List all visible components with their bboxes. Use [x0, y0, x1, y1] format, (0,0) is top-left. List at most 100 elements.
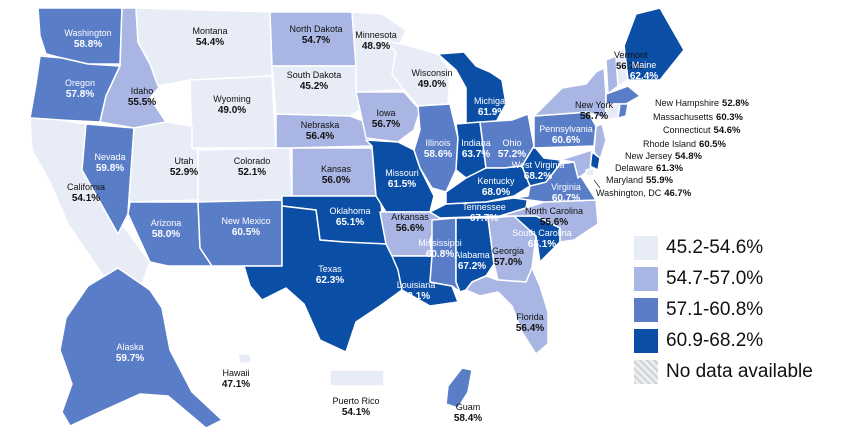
region-label-newjersey: New Jersey 54.8% [625, 151, 703, 162]
region-name: California [67, 182, 105, 192]
region-name: Maine [632, 60, 657, 70]
legend-label: 45.2-54.6% [666, 236, 764, 258]
region-value: 49.0% [418, 79, 446, 90]
region-name: Connecticut [663, 125, 711, 135]
region-value: 52.1% [238, 167, 266, 178]
region-label-kentucky: Kentucky 68.0% [477, 176, 515, 198]
region-name: Wisconsin [411, 68, 452, 78]
region-value: 54.1% [72, 193, 100, 204]
region-label-wisconsin: Wisconsin 49.0% [411, 68, 452, 90]
region-value: 60.5% [232, 227, 260, 238]
legend-item: No data available [634, 356, 846, 387]
legend: 45.2-54.6% 54.7-57.0% 57.1-60.8% 60.9-68.2%… [634, 232, 846, 387]
region-value: 56.4% [306, 131, 334, 142]
region-label-michigan: Michigan 61.9% [474, 96, 510, 118]
region-name: Pennsylvania [539, 124, 593, 134]
region-label-virginia: Virginia 60.7% [551, 182, 581, 204]
legend-item: 57.1-60.8% [634, 294, 846, 325]
region-name: Utah [174, 156, 193, 166]
region-value: 67.2% [458, 261, 486, 272]
region-label-westvirginia: West Virginia 68.2% [512, 160, 565, 182]
legend-item: 60.9-68.2% [634, 325, 846, 356]
region-label-indiana: Indiana 63.7% [461, 138, 491, 160]
region-name: Guam [456, 402, 481, 412]
region-name: Hawaii [222, 368, 249, 378]
region-massachusetts [605, 85, 641, 105]
region-label-oregon: Oregon 57.8% [65, 78, 95, 100]
region-name: Illinois [425, 138, 451, 148]
region-value: 46.7% [664, 188, 691, 199]
region-name: Missouri [385, 168, 419, 178]
region-label-hawaii: Hawaii 47.1% [222, 368, 250, 390]
region-label-ohio: Ohio 57.2% [498, 138, 526, 160]
region-value: 60.8% [426, 249, 454, 260]
region-label-texas: Texas 62.3% [316, 264, 344, 286]
legend-swatch [634, 328, 658, 353]
region-value: 54.7% [302, 35, 330, 46]
region-value: 62.4% [630, 71, 658, 82]
region-label-california: California 54.1% [67, 182, 105, 204]
region-value: 52.9% [170, 167, 198, 178]
region-maryland [559, 149, 593, 179]
region-value: 60.5% [699, 139, 726, 150]
region-name: New Hampshire [655, 98, 719, 108]
region-label-maryland: Maryland 55.9% [606, 175, 674, 186]
region-label-mississippi: Mississippi 60.8% [418, 238, 462, 260]
region-value: 55.5% [128, 97, 156, 108]
region-value: 60.7% [552, 193, 580, 204]
region-value: 67.7% [470, 213, 498, 224]
region-value: 55.6% [540, 217, 568, 228]
region-value: 56.6% [396, 223, 424, 234]
dc-leader-line [593, 179, 601, 189]
region-value: 47.1% [222, 379, 250, 390]
region-rhodeisland [617, 103, 629, 119]
region-value: 52.8% [722, 98, 749, 109]
region-name: Ohio [502, 138, 521, 148]
region-label-washington: Washington 58.8% [64, 28, 111, 50]
region-name: Washington [64, 28, 111, 38]
region-label-kansas: Kansas 56.0% [321, 164, 352, 186]
region-newhampshire [615, 45, 629, 87]
region-label-arizona: Arizona 58.0% [151, 218, 182, 240]
region-value: 54.1% [342, 407, 370, 418]
region-dc [585, 167, 595, 177]
region-label-georgia: Georgia 57.0% [492, 246, 524, 268]
region-name: Iowa [376, 108, 395, 118]
legend-swatch [634, 235, 658, 260]
region-label-dc: Washington, DC 46.7% [596, 188, 692, 199]
region-value: 68.2% [524, 171, 552, 182]
region-label-idaho: Idaho 55.5% [128, 86, 156, 108]
region-label-pennsylvania: Pennsylvania 60.6% [539, 124, 593, 146]
region-name: Kentucky [477, 176, 515, 186]
region-name: Alabama [454, 250, 490, 260]
region-name: North Dakota [289, 24, 342, 34]
region-label-newyork: New York 56.7% [575, 100, 614, 122]
region-newjersey [593, 123, 607, 161]
region-name: Alaska [116, 342, 143, 352]
region-name: Michigan [474, 96, 510, 106]
region-name: Oregon [65, 78, 95, 88]
region-label-connecticut: Connecticut 54.6% [663, 125, 741, 136]
region-label-colorado: Colorado 52.1% [234, 156, 271, 178]
region-name: Oklahoma [329, 206, 370, 216]
region-iowa [355, 91, 421, 143]
region-name: Minnesota [355, 30, 397, 40]
region-value: 57.2% [498, 149, 526, 160]
region-label-montana: Montana 54.4% [192, 26, 227, 48]
region-name: Virginia [551, 182, 581, 192]
region-label-newmexico: New Mexico 60.5% [221, 216, 270, 238]
region-value: 56.7% [372, 119, 400, 130]
region-name: West Virginia [512, 160, 565, 170]
region-label-southcarolina: South Carolina 65.1% [512, 228, 572, 250]
region-label-alaska: Alaska 59.7% [116, 342, 144, 364]
region-name: New Jersey [625, 151, 673, 161]
region-label-newhampshire: New Hampshire 52.8% [655, 98, 750, 109]
region-name: Tennessee [462, 202, 506, 212]
region-value: 54.8% [675, 151, 702, 162]
region-value: 56.7% [580, 111, 608, 122]
region-label-missouri: Missouri 61.5% [385, 168, 419, 190]
region-value: 65.1% [528, 239, 556, 250]
legend-label: 54.7-57.0% [666, 267, 764, 289]
region-value: 57.0% [494, 257, 522, 268]
region-label-northcarolina: North Carolina 55.6% [525, 206, 583, 228]
